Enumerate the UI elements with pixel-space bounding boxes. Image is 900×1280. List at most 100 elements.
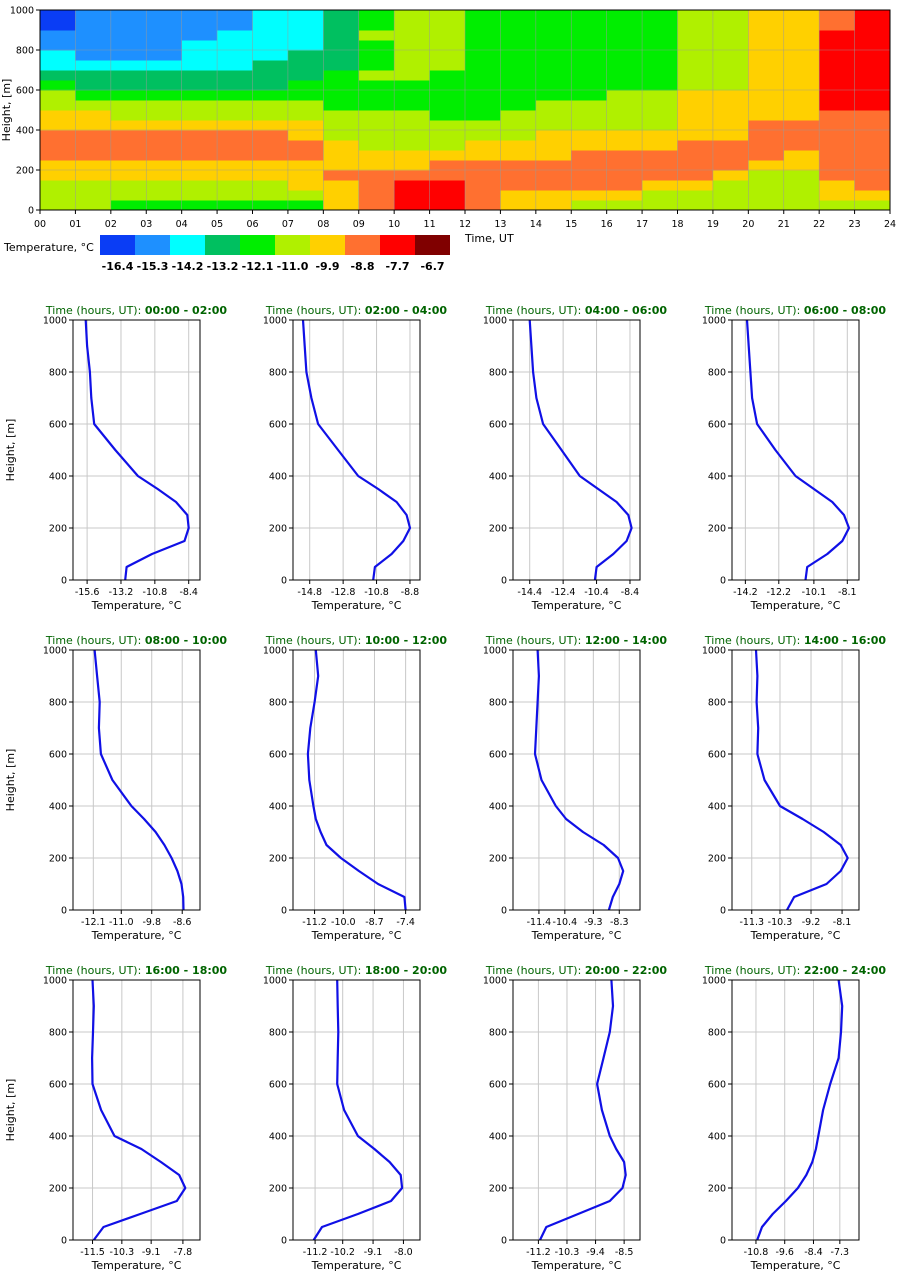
xtick-label: -10.4 xyxy=(584,587,609,598)
heatmap-cell xyxy=(642,100,678,111)
xtick-label: -9.4 xyxy=(586,1247,605,1258)
heatmap-cell xyxy=(146,150,183,161)
x-axis-label: Temperature, °C xyxy=(750,929,841,942)
heatmap-cell xyxy=(110,120,147,131)
heatmap-cell xyxy=(75,80,112,91)
heatmap-cell xyxy=(323,190,360,201)
xtick-label: -12.1 xyxy=(81,917,106,928)
heatmap-cell xyxy=(323,110,360,121)
ytick-label: 400 xyxy=(49,1132,67,1143)
heatmap-cell xyxy=(429,40,466,51)
heatmap-cell xyxy=(323,160,360,171)
heatmap-cell xyxy=(500,30,537,41)
ytick-label: 0 xyxy=(720,1236,726,1247)
ytick-label: 600 xyxy=(708,420,726,431)
heatmap-cell xyxy=(677,160,714,171)
heatmap-cell xyxy=(394,40,431,51)
heatmap-cell xyxy=(854,60,891,71)
heatmap-cell xyxy=(394,180,431,191)
heatmap-cell xyxy=(783,150,820,161)
plot-frame xyxy=(292,979,421,1241)
heatmap-cell xyxy=(854,90,891,101)
heatmap-cell xyxy=(146,130,183,141)
heatmap-cell xyxy=(783,50,820,61)
heatmap-cell xyxy=(429,90,466,101)
ytick-label: 800 xyxy=(269,698,287,709)
x-axis-label: Temperature, °C xyxy=(750,599,841,612)
heatmap-cell xyxy=(75,30,112,41)
heatmap-cell xyxy=(394,80,431,91)
heatmap-cell xyxy=(217,40,253,51)
heatmap-cell xyxy=(642,80,678,91)
heatmap-cell xyxy=(75,60,112,71)
heatmap-cell xyxy=(677,190,714,201)
heatmap-xtick-label: 09 xyxy=(353,219,365,230)
xtick-label: -15.6 xyxy=(75,587,100,598)
heatmap-xtick-label: 08 xyxy=(317,219,329,230)
heatmap-cell xyxy=(712,180,749,191)
heatmap-cell xyxy=(606,40,643,51)
heatmap-cell xyxy=(287,60,324,71)
heatmap-cell xyxy=(181,60,218,71)
heatmap-cell xyxy=(571,90,608,101)
panel-title-prefix: Time (hours, UT): xyxy=(265,964,365,977)
heatmap-ytick-label: 800 xyxy=(16,46,34,57)
heatmap-cell xyxy=(571,50,608,61)
heatmap-cell xyxy=(712,30,749,41)
plot-frame xyxy=(292,319,421,581)
ytick-label: 400 xyxy=(708,1132,726,1143)
colorbar-swatch xyxy=(275,235,310,255)
panel-title: Time (hours, UT): 22:00 - 24:00 xyxy=(704,964,887,977)
xtick-label: -8.0 xyxy=(394,1247,413,1258)
heatmap-cell xyxy=(429,190,466,201)
xtick-label: -12.8 xyxy=(331,587,356,598)
panel-title: Time (hours, UT): 12:00 - 14:00 xyxy=(485,634,668,647)
heatmap-cell xyxy=(500,190,537,201)
heatmap-cell xyxy=(358,100,395,111)
heatmap-cell xyxy=(465,80,501,91)
heatmap-cell xyxy=(217,90,253,101)
heatmap-cell xyxy=(819,10,856,21)
heatmap-cell xyxy=(75,160,112,171)
panel-title-range: 12:00 - 14:00 xyxy=(585,634,668,647)
heatmap-cell xyxy=(287,200,324,211)
xtick-label: -10.8 xyxy=(744,1247,769,1258)
heatmap-cell xyxy=(394,120,431,131)
colorbar-swatch xyxy=(100,235,135,255)
heatmap-cell xyxy=(394,110,431,121)
heatmap-cell xyxy=(535,60,572,71)
heatmap-cell xyxy=(748,60,785,71)
heatmap-cell xyxy=(429,10,466,21)
heatmap-cell xyxy=(819,190,856,201)
heatmap-cell xyxy=(712,200,749,211)
heatmap-cell xyxy=(783,180,820,191)
heatmap-cell xyxy=(358,130,395,141)
heatmap-cell xyxy=(323,70,360,81)
heatmap-cell xyxy=(40,20,76,31)
heatmap-cell xyxy=(323,10,360,21)
ytick-label: 1000 xyxy=(702,976,726,987)
x-axis-label: Temperature, °C xyxy=(91,599,182,612)
ytick-label: 800 xyxy=(49,698,67,709)
heatmap-cell xyxy=(394,60,431,71)
profile-panel: -15.6 -13.2 -10.8 -8.4 0 200 400 600 800 1000Time… xyxy=(4,304,227,612)
heatmap-cell xyxy=(465,170,501,181)
heatmap-cell xyxy=(642,20,678,31)
heatmap-cell xyxy=(500,20,537,31)
heatmap-cell xyxy=(252,80,289,91)
ytick-label: 800 xyxy=(708,698,726,709)
heatmap-cell xyxy=(287,10,324,21)
xtick-label: -10.8 xyxy=(143,587,168,598)
heatmap-cell xyxy=(110,20,147,31)
heatmap-cell xyxy=(252,170,289,181)
panel-title-prefix: Time (hours, UT): xyxy=(704,304,804,317)
ytick-label: 1000 xyxy=(702,646,726,657)
heatmap-cell xyxy=(75,90,112,101)
xtick-label: -8.3 xyxy=(610,917,629,928)
heatmap-cell xyxy=(783,120,820,131)
colorbar-swatch xyxy=(240,235,275,255)
heatmap-xtick-label: 01 xyxy=(69,219,81,230)
heatmap-cell xyxy=(712,190,749,201)
panel-title-prefix: Time (hours, UT): xyxy=(485,964,585,977)
xtick-label: -9.2 xyxy=(802,917,821,928)
